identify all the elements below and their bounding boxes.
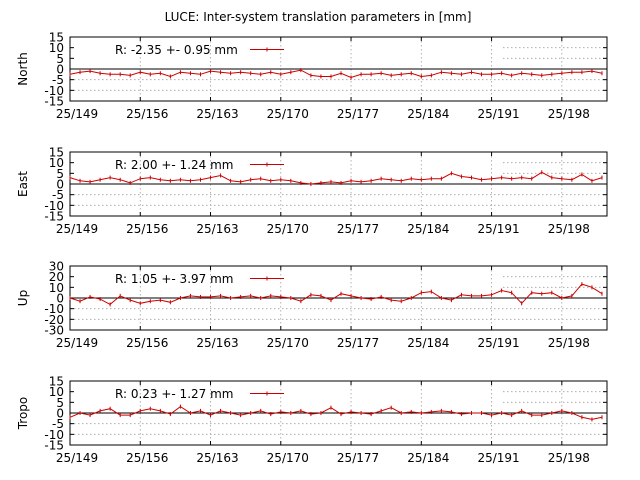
x-tick-label: 25/163 (196, 222, 238, 236)
y-tick-label: 0 (56, 407, 64, 421)
y-tick-label: 10 (49, 385, 64, 399)
y-tick-label: -10 (44, 199, 64, 213)
x-tick-label: 25/198 (548, 107, 590, 121)
y-tick-label: 10 (49, 281, 64, 295)
x-tick-label: 25/156 (126, 222, 168, 236)
x-tick-label: 25/163 (196, 107, 238, 121)
series-line (69, 69, 603, 79)
y-tick-label: 0 (56, 178, 64, 192)
y-tick-label: -15 (44, 95, 64, 109)
x-tick-label: 25/191 (477, 107, 519, 121)
y-tick-label: -5 (52, 188, 64, 202)
x-tick-label: 25/177 (337, 222, 379, 236)
x-tick-label: 25/149 (56, 107, 98, 121)
y-tick-label: -20 (44, 313, 64, 327)
series-line (69, 405, 603, 420)
plot-frame (69, 151, 608, 217)
chart-title: LUCE: Inter-system translation parameter… (165, 10, 472, 24)
y-tick-label: -15 (44, 210, 64, 224)
y-tick-label: -30 (44, 324, 64, 338)
series-line (69, 283, 603, 305)
x-tick-label: 25/149 (56, 222, 98, 236)
legend-text: R: 2.00 +- 1.24 mm (115, 158, 233, 172)
x-tick-label: 25/156 (126, 336, 168, 350)
y-tick-label: -5 (52, 73, 64, 87)
x-tick-label: 25/191 (477, 336, 519, 350)
y-tick-label: 5 (56, 396, 64, 410)
x-tick-label: 25/170 (267, 336, 309, 350)
y-tick-label: 10 (49, 156, 64, 170)
y-tick-label: 5 (56, 167, 64, 181)
plot-frame (69, 380, 608, 446)
y-tick-label: -5 (52, 417, 64, 431)
x-tick-label: 25/198 (548, 336, 590, 350)
x-tick-label: 25/177 (337, 336, 379, 350)
y-axis-label: Tropo (16, 397, 30, 431)
legend-text: R: 0.23 +- 1.27 mm (115, 387, 233, 401)
x-tick-label: 25/149 (56, 451, 98, 465)
y-tick-label: 15 (49, 31, 64, 45)
x-tick-label: 25/149 (56, 336, 98, 350)
y-axis-label: North (16, 52, 30, 86)
x-tick-label: 25/184 (407, 336, 449, 350)
x-tick-label: 25/198 (548, 222, 590, 236)
y-tick-label: 30 (49, 260, 64, 274)
y-tick-label: -15 (44, 439, 64, 453)
y-tick-label: 5 (56, 52, 64, 66)
x-tick-label: 25/177 (337, 107, 379, 121)
x-tick-label: 25/184 (407, 107, 449, 121)
y-tick-label: -10 (44, 428, 64, 442)
y-tick-label: 0 (56, 63, 64, 77)
y-tick-label: 0 (56, 292, 64, 306)
x-tick-label: 25/184 (407, 222, 449, 236)
y-tick-label: -10 (44, 302, 64, 316)
legend-text: R: 1.05 +- 3.97 mm (115, 272, 233, 286)
y-tick-label: 10 (49, 41, 64, 55)
y-axis-label: East (16, 171, 30, 197)
series-line (69, 171, 603, 185)
x-tick-label: 25/156 (126, 451, 168, 465)
legend-text: R: -2.35 +- 0.95 mm (115, 43, 238, 57)
x-tick-label: 25/184 (407, 451, 449, 465)
x-tick-label: 25/177 (337, 451, 379, 465)
plot-frame (69, 36, 608, 102)
y-tick-label: -10 (44, 84, 64, 98)
x-tick-label: 25/163 (196, 451, 238, 465)
y-tick-label: 20 (49, 270, 64, 284)
x-tick-label: 25/163 (196, 336, 238, 350)
x-tick-label: 25/170 (267, 222, 309, 236)
x-tick-label: 25/198 (548, 451, 590, 465)
x-tick-label: 25/191 (477, 222, 519, 236)
x-tick-label: 25/156 (126, 107, 168, 121)
y-tick-label: 15 (49, 375, 64, 389)
x-tick-label: 25/191 (477, 451, 519, 465)
x-tick-label: 25/170 (267, 107, 309, 121)
y-axis-label: Up (16, 290, 30, 306)
y-tick-label: 15 (49, 146, 64, 160)
x-tick-label: 25/170 (267, 451, 309, 465)
